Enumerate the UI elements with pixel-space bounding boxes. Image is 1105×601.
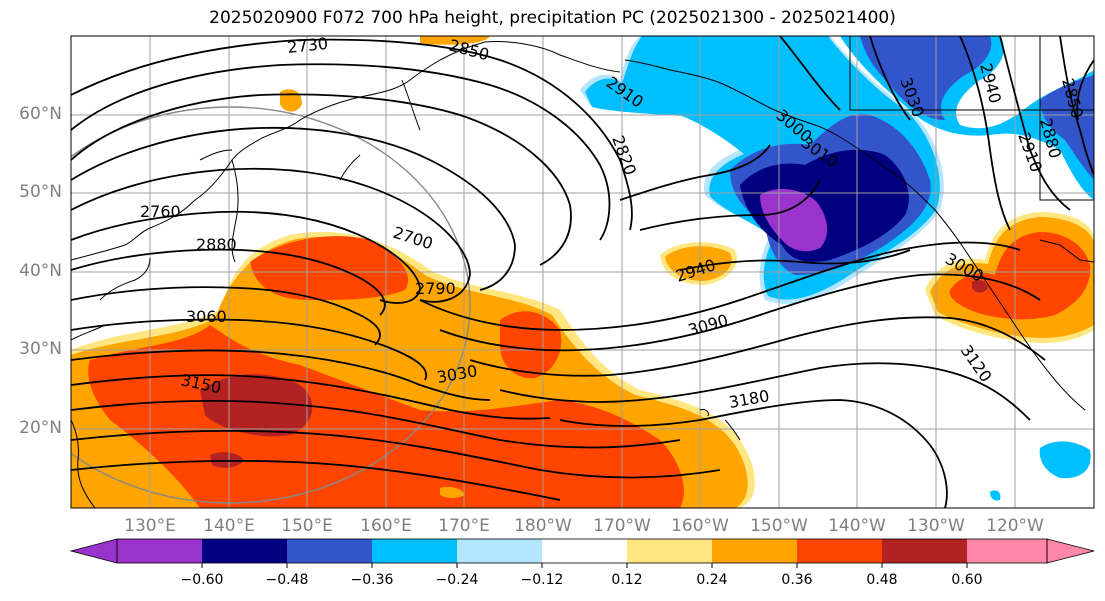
contour-label: 2760 [140, 202, 181, 221]
colorbar-tick-label: 0.36 [781, 572, 813, 588]
colorbar-extend-low [69, 538, 118, 564]
colorbar-swatch [797, 539, 882, 563]
precip-anomaly-positive-east [925, 212, 1094, 343]
colorbar-swatch [117, 539, 202, 563]
colorbar-tick-label: 0.60 [951, 572, 983, 588]
colorbar-tick-label: −0.24 [435, 572, 479, 588]
colorbar-swatch [967, 539, 1047, 563]
contour-label: 3060 [186, 307, 227, 326]
lon-label: 130°W [907, 516, 965, 536]
map-plot-area: 2730 2850 2910 2820 3030 3000 3010 2940 … [71, 34, 1094, 508]
lon-label: 160°E [360, 516, 412, 536]
colorbar-swatch [372, 539, 457, 563]
lon-label: 120°W [986, 516, 1044, 536]
colorbar-swatch [712, 539, 797, 563]
colorbar-swatch [202, 539, 287, 563]
contour-label: 2790 [415, 279, 456, 298]
lat-label: 40°N [19, 261, 62, 281]
lat-label: 60°N [19, 104, 62, 124]
colorbar-tick-label: −0.12 [520, 572, 564, 588]
precip-anomaly-negative [580, 36, 1094, 501]
lat-label: 30°N [19, 339, 62, 359]
region-ellipse [71, 106, 471, 504]
contour-label: 2730 [286, 34, 328, 57]
colorbar-swatch [627, 539, 712, 563]
lon-label: 170°W [593, 516, 651, 536]
colorbar-swatch [287, 539, 372, 563]
colorbar-tick-label: 0.48 [866, 572, 898, 588]
colorbar-tick-label: −0.48 [265, 572, 309, 588]
colorbar-tick-label: 0.24 [696, 572, 728, 588]
lon-label: 140°W [828, 516, 886, 536]
colorbar [69, 538, 1095, 568]
contour-label: 2880 [196, 235, 237, 254]
lat-label: 50°N [19, 182, 62, 202]
lon-label: 150°E [281, 516, 333, 536]
lon-label: 130°E [124, 516, 176, 536]
colorbar-swatch [882, 539, 967, 563]
precip-anomaly-positive [71, 231, 755, 508]
colorbar-swatch [542, 539, 627, 563]
plot-frame [70, 35, 1095, 509]
colorbar-extend-high [1046, 538, 1095, 564]
lon-label: 170°E [438, 516, 490, 536]
colorbar-tick-label: 0.12 [611, 572, 643, 588]
lat-label: 20°N [19, 418, 62, 438]
height-contours [71, 36, 1094, 508]
lon-label: 150°W [750, 516, 808, 536]
colorbar-tick-label: −0.60 [180, 572, 224, 588]
coastlines [71, 36, 1094, 508]
graticule [71, 36, 1094, 508]
lon-label: 160°W [671, 516, 729, 536]
lon-label: 140°E [203, 516, 255, 536]
lon-label: 180°W [514, 516, 572, 536]
colorbar-swatch [457, 539, 542, 563]
colorbar-tick-label: −0.36 [350, 572, 394, 588]
map-title: 2025020900 F072 700 hPa height, precipit… [209, 8, 896, 28]
